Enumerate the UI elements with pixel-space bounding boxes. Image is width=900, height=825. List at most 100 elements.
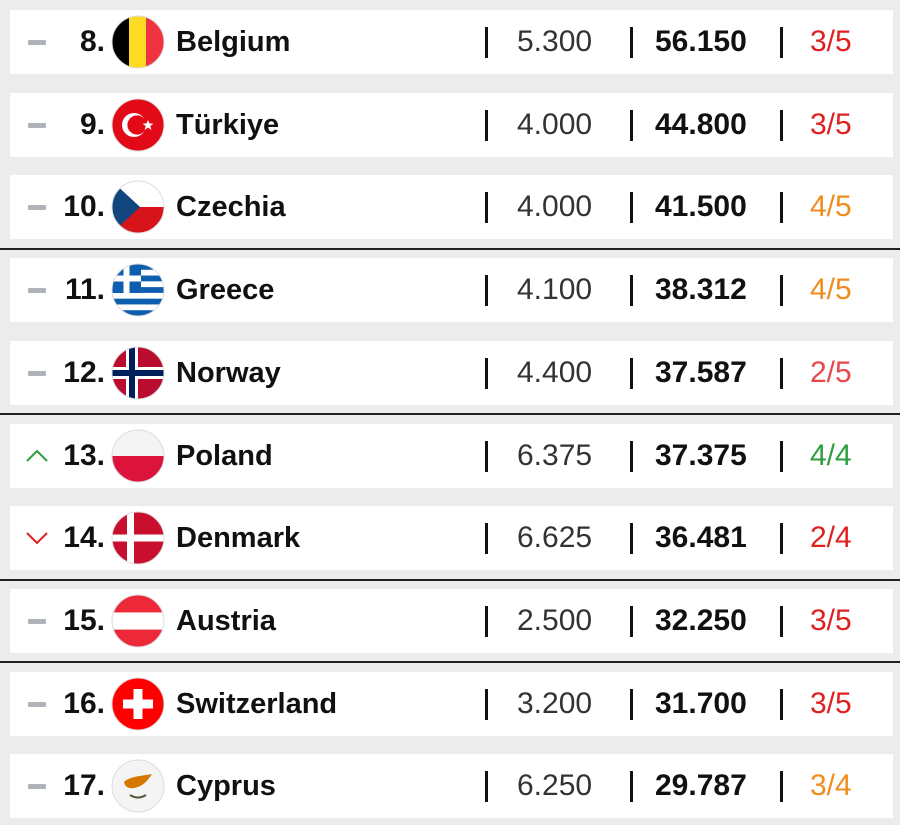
flag <box>111 346 165 400</box>
trend-icon <box>28 205 46 211</box>
flag <box>111 98 165 152</box>
trend-icon <box>28 40 46 45</box>
teams-remaining: 3/4 <box>810 769 852 803</box>
divider <box>485 523 488 555</box>
total-points: 37.375 <box>655 438 747 472</box>
trend-icon <box>28 618 46 624</box>
total-points: 29.787 <box>655 769 747 803</box>
trend-icon <box>26 532 48 545</box>
rank: 13. <box>63 438 105 472</box>
ranking-row: 16. Switzerland 3.200 31.700 3/5 <box>10 671 893 736</box>
trend-icon <box>26 449 48 462</box>
country-name: Denmark <box>176 522 301 555</box>
season-points: 4.400 <box>517 355 593 389</box>
flag <box>111 15 165 69</box>
trend-icon <box>28 288 46 294</box>
divider <box>485 605 488 637</box>
flag <box>111 677 165 731</box>
divider <box>485 440 488 472</box>
teams-remaining: 4/4 <box>810 438 852 472</box>
teams-remaining: 4/5 <box>810 273 852 307</box>
rank: 16. <box>63 686 105 720</box>
divider <box>780 688 783 720</box>
divider <box>630 357 633 389</box>
season-points: 4.100 <box>517 273 593 307</box>
divider <box>630 27 633 58</box>
ranking-row: 12. Norway 4.400 37.587 2/5 <box>10 340 893 405</box>
total-points: 41.500 <box>655 190 747 224</box>
rank: 11. <box>64 273 105 307</box>
season-points: 3.200 <box>517 686 593 720</box>
total-points: 37.587 <box>655 355 747 389</box>
country-name: Czechia <box>176 191 286 224</box>
total-points: 31.700 <box>655 686 747 720</box>
teams-remaining: 3/5 <box>810 686 852 720</box>
divider <box>485 192 488 224</box>
teams-remaining: 3/5 <box>810 25 852 58</box>
country-name: Switzerland <box>176 687 338 720</box>
trend-icon <box>28 701 46 707</box>
group-separator <box>0 661 900 664</box>
flag <box>111 759 165 813</box>
flag <box>111 594 165 648</box>
ranking-row: 11. Greece 4.100 38.312 4/5 <box>10 258 893 323</box>
divider <box>630 771 633 803</box>
total-points: 38.312 <box>655 273 747 307</box>
ranking-row: 14. Denmark 6.625 36.481 2/4 <box>10 506 893 571</box>
ranking-row: 9. Türkiye 4.000 44.800 3/5 <box>10 92 893 157</box>
divider <box>780 109 783 141</box>
country-name: Poland <box>176 439 273 472</box>
total-points: 56.150 <box>655 25 747 58</box>
season-points: 6.625 <box>517 521 593 555</box>
divider <box>780 771 783 803</box>
season-points: 4.000 <box>517 107 593 141</box>
country-name: Cyprus <box>176 770 276 803</box>
divider <box>630 523 633 555</box>
divider <box>485 688 488 720</box>
divider <box>485 275 488 307</box>
ranking-row: 8. Belgium 5.300 56.150 3/5 <box>10 10 893 74</box>
divider <box>485 771 488 803</box>
teams-remaining: 3/5 <box>810 107 852 141</box>
divider <box>780 192 783 224</box>
ranking-row: 10. Czechia 4.000 41.500 4/5 <box>10 175 893 240</box>
rank: 14. <box>63 521 105 555</box>
trend-icon <box>28 370 46 376</box>
ranking-row: 15. Austria 2.500 32.250 3/5 <box>10 588 893 653</box>
season-points: 2.500 <box>517 603 593 637</box>
rank: 9. <box>79 107 105 141</box>
country-name: Norway <box>176 356 281 389</box>
total-points: 44.800 <box>655 107 747 141</box>
trend-icon <box>28 784 46 790</box>
season-points: 5.300 <box>517 25 593 58</box>
teams-remaining: 3/5 <box>810 603 852 637</box>
divider <box>485 357 488 389</box>
divider <box>630 440 633 472</box>
divider <box>780 27 783 58</box>
group-separator <box>0 413 900 416</box>
divider <box>780 357 783 389</box>
ranking-row: 13. Poland 6.375 37.375 4/4 <box>10 423 893 488</box>
teams-remaining: 2/5 <box>810 355 852 389</box>
teams-remaining: 4/5 <box>810 190 852 224</box>
divider <box>630 605 633 637</box>
country-name: Greece <box>176 274 275 307</box>
divider <box>630 275 633 307</box>
rank: 8. <box>79 25 105 58</box>
country-name: Austria <box>176 604 276 637</box>
divider <box>780 605 783 637</box>
rank: 10. <box>63 190 105 224</box>
flag <box>111 429 165 482</box>
country-name: Belgium <box>176 26 291 58</box>
country-name: Türkiye <box>176 108 280 141</box>
divider <box>485 109 488 141</box>
divider <box>630 688 633 720</box>
season-points: 6.375 <box>517 438 593 472</box>
rank: 12. <box>63 355 105 389</box>
divider <box>780 275 783 307</box>
divider <box>780 523 783 555</box>
divider <box>630 192 633 224</box>
divider <box>485 27 488 58</box>
total-points: 32.250 <box>655 603 747 637</box>
